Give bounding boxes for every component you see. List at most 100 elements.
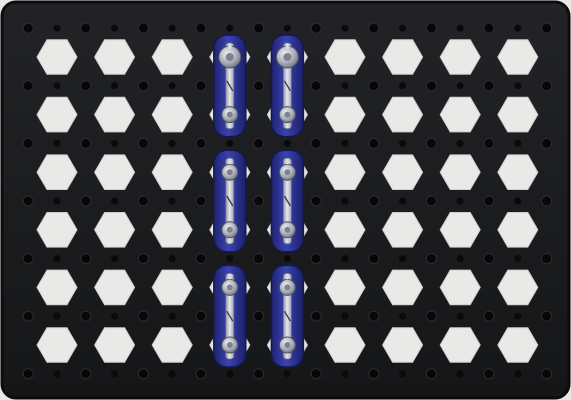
grid-peg [425, 253, 437, 265]
grid-peg [137, 137, 149, 149]
snap-connector-bottom-right[interactable] [270, 264, 305, 368]
peg-grid [22, 22, 553, 380]
grid-peg [341, 312, 349, 320]
grid-peg [22, 22, 34, 34]
grid-peg [341, 370, 349, 378]
grid-peg [253, 253, 265, 265]
hex-hole [439, 39, 481, 75]
hex-hole [324, 212, 366, 248]
grid-peg [80, 310, 92, 322]
grid-peg [310, 310, 322, 322]
grid-peg [283, 255, 291, 263]
grid-peg [22, 80, 34, 92]
grid-peg [341, 197, 349, 205]
grid-peg [310, 368, 322, 380]
grid-peg [425, 310, 437, 322]
grid-peg [22, 253, 34, 265]
grid-peg [253, 80, 265, 92]
snap-center [226, 342, 233, 348]
hex-hole [382, 212, 424, 248]
grid-peg [283, 139, 291, 147]
grid-peg [253, 195, 265, 207]
hex-hole [94, 154, 136, 190]
hex-hole [382, 154, 424, 190]
grid-peg [168, 312, 176, 320]
snap-connector-top-right[interactable] [270, 34, 305, 138]
grid-peg [253, 22, 265, 34]
grid-peg [514, 197, 522, 205]
hex-hole [497, 154, 539, 190]
grid-peg [111, 370, 119, 378]
grid-peg [425, 80, 437, 92]
grid-peg [53, 255, 61, 263]
snap-center [284, 111, 291, 118]
grid-peg [226, 370, 234, 378]
grid-peg [541, 253, 553, 265]
grid-peg [111, 255, 119, 263]
grid-peg [341, 139, 349, 147]
grid-peg [111, 312, 119, 320]
grid-peg [341, 82, 349, 90]
grid-peg [310, 137, 322, 149]
grid-peg [22, 137, 34, 149]
grid-peg [483, 137, 495, 149]
grid-peg [111, 139, 119, 147]
grid-peg [456, 370, 464, 378]
hex-hole [497, 269, 539, 306]
snap-screw [285, 160, 290, 165]
grid-peg [456, 24, 464, 32]
grid-peg [80, 137, 92, 149]
strip-marking [283, 310, 292, 322]
grid-peg [456, 82, 464, 90]
grid-peg [111, 24, 119, 32]
grid-peg [456, 255, 464, 263]
grid-peg [53, 139, 61, 147]
grid-peg [368, 22, 380, 34]
hex-hole [94, 96, 136, 133]
snap-center [284, 342, 291, 348]
hex-hole [324, 269, 366, 306]
strip-marking [226, 80, 234, 92]
strip-marking [226, 310, 234, 322]
grid-peg [341, 255, 349, 263]
grid-peg [310, 22, 322, 34]
grid-peg [53, 197, 61, 205]
snap-center [226, 111, 233, 118]
grid-peg [368, 310, 380, 322]
hex-hole [382, 269, 424, 306]
hex-hole [439, 269, 481, 306]
grid-peg [368, 253, 380, 265]
grid-peg [22, 310, 34, 322]
grid-peg [80, 368, 92, 380]
hex-hole [497, 212, 539, 248]
hex-hole [36, 96, 78, 133]
grid-peg [283, 370, 291, 378]
grid-peg [253, 310, 265, 322]
grid-peg [483, 310, 495, 322]
snap-connector-bottom-left[interactable] [213, 264, 247, 368]
grid-peg [399, 370, 407, 378]
snap-connector-middle-right[interactable] [270, 149, 305, 253]
hex-hole [36, 269, 78, 306]
grid-peg [168, 139, 176, 147]
hex-hole [36, 39, 78, 75]
hex-hole [151, 39, 193, 75]
strip-marking [283, 195, 292, 207]
grid-peg [137, 368, 149, 380]
grid-peg [80, 195, 92, 207]
grid-peg [168, 24, 176, 32]
grid-peg [253, 137, 265, 149]
connector-group [213, 34, 305, 368]
grid-peg [168, 197, 176, 205]
grid-peg [195, 368, 207, 380]
grid-peg [541, 310, 553, 322]
grid-peg [310, 80, 322, 92]
snap-connector-top-left[interactable] [213, 34, 247, 138]
grid-peg [253, 368, 265, 380]
snap-connector-middle-left[interactable] [213, 149, 247, 253]
grid-peg [168, 255, 176, 263]
snap-screw [227, 45, 232, 49]
hex-hole [439, 212, 481, 248]
grid-peg [425, 137, 437, 149]
grid-peg [456, 139, 464, 147]
